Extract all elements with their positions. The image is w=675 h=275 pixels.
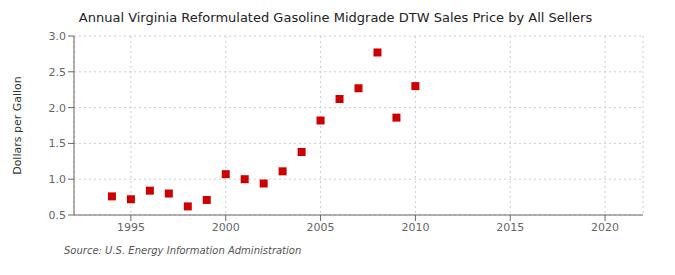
svg-text:2.5: 2.5 [49,66,67,79]
svg-text:1.0: 1.0 [49,173,67,186]
svg-text:1.5: 1.5 [49,137,67,150]
svg-text:2020: 2020 [591,221,619,234]
svg-text:2010: 2010 [401,221,429,234]
svg-text:2005: 2005 [307,221,335,234]
svg-text:Dollars per Gallon: Dollars per Gallon [11,76,24,175]
svg-text:0.5: 0.5 [49,209,67,222]
svg-text:2.0: 2.0 [49,102,67,115]
html-text:Source: U.S. Energy Informatio: Source: U.S. Energy Information Administ… [64,245,302,256]
svg-text:3.0: 3.0 [49,30,67,43]
svg-text:2000: 2000 [212,221,240,234]
svg-text:1995: 1995 [117,221,145,234]
html-text:Annual Virginia Reformulated G: Annual Virginia Reformulated Gasoline Mi… [78,10,593,25]
svg-text:2015: 2015 [496,221,524,234]
